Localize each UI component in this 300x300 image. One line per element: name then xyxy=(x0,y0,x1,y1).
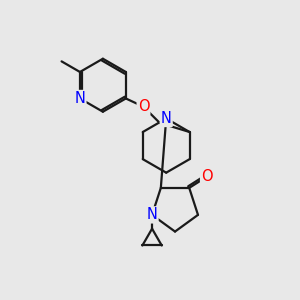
Text: O: O xyxy=(138,99,149,114)
Text: N: N xyxy=(147,207,158,222)
Text: N: N xyxy=(161,111,172,126)
Text: O: O xyxy=(201,169,213,184)
Text: N: N xyxy=(74,91,86,106)
